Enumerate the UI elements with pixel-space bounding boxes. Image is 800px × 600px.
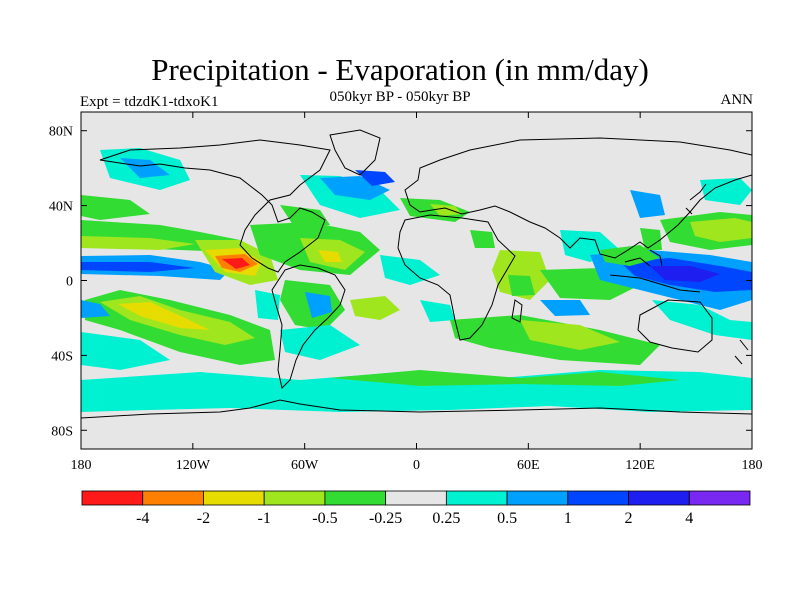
colorbar-swatch (263, 490, 326, 506)
colorbar-swatch (506, 490, 569, 506)
colorbar-swatch (567, 490, 629, 506)
contour-region (81, 236, 195, 250)
lon-tick-label: 180 (71, 458, 92, 473)
contour-region (492, 250, 550, 300)
contour-region (81, 332, 170, 370)
contour-region (120, 158, 170, 178)
contour-region (430, 204, 462, 216)
lon-tick-label: 180 (742, 458, 763, 473)
longitude-axis: 180 120W 60W 0 60E 120E 180 (71, 112, 763, 473)
coastline-madagascar (511, 299, 523, 323)
colorbar-swatch (445, 490, 508, 506)
plot-subtitle: 050kyr BP - 050kyr BP (329, 89, 471, 105)
contour-region (380, 255, 440, 285)
coastline-new-zealand (734, 339, 749, 365)
colorbar-label: -4 (136, 510, 149, 527)
contour-region (350, 296, 400, 320)
contour-region (652, 300, 752, 340)
colorbar-swatch (203, 490, 265, 506)
season-label: ANN (720, 92, 754, 108)
lat-tick-label: 80S (51, 424, 73, 439)
lon-tick-label: 60E (517, 458, 540, 473)
coastline-africa (397, 214, 516, 341)
lon-tick-label: 120W (176, 458, 211, 473)
contour-region (700, 178, 752, 205)
coastlines (81, 129, 752, 419)
contour-region (305, 292, 332, 318)
coastline-japan (685, 183, 707, 215)
contour-region (650, 266, 720, 282)
colorbar-label: 0.25 (432, 510, 460, 527)
contour-region (81, 262, 195, 272)
colorbar-label: -1 (258, 510, 271, 527)
latitude-axis: 80N 40N 0 40S 80S (49, 125, 752, 439)
contour-fill-layer (81, 148, 752, 412)
coastline-greenland (329, 129, 381, 176)
colorbar-swatch (324, 490, 387, 506)
contour-region (222, 258, 250, 269)
contour-region (280, 205, 330, 228)
contour-region (118, 302, 210, 330)
colorbar-label: 2 (625, 510, 633, 527)
coastline-south-america (271, 264, 346, 389)
contour-region (640, 228, 662, 250)
colorbar-swatch (385, 490, 447, 506)
contour-region (81, 300, 110, 318)
lat-tick-label: 40N (49, 200, 73, 215)
map-panel: 80N 40N 0 40S 80S 180 120W 60W 0 60E 120E 180 (49, 111, 763, 473)
contour-region (355, 170, 395, 186)
colorbar-label: -0.5 (312, 510, 337, 527)
contour-region (520, 320, 620, 350)
lat-tick-label: 0 (66, 275, 73, 290)
colorbar-label: 4 (685, 510, 693, 527)
contour-region (470, 230, 495, 248)
lon-tick-label: 0 (413, 458, 420, 473)
colorbar-label: 0.5 (497, 510, 517, 527)
contour-region (600, 245, 660, 266)
contour-region (420, 300, 455, 322)
coastline-north-america (99, 139, 331, 273)
plot-title: Precipitation - Evaporation (in mm/day) (151, 52, 649, 87)
contour-region (508, 275, 535, 296)
lon-tick-label: 60W (291, 458, 319, 473)
lat-tick-label: 80N (49, 125, 73, 140)
lat-tick-label: 40S (51, 349, 73, 364)
contour-region (690, 218, 752, 242)
coastline-europe-asia (404, 137, 752, 259)
coastline-indonesia (609, 249, 701, 293)
colorbar-swatch (628, 490, 690, 506)
colorbar-label: -2 (197, 510, 210, 527)
colorbar-label: -0.25 (369, 510, 402, 527)
contour-region (540, 300, 590, 316)
contour-region (630, 190, 665, 218)
colorbar-swatch (81, 490, 144, 506)
lon-tick-label: 120E (625, 458, 655, 473)
contour-region (318, 250, 342, 262)
coastline-australia (637, 299, 713, 353)
coastline-antarctica (81, 399, 752, 419)
contour-region (330, 370, 680, 386)
colorbar-swatch (142, 490, 204, 506)
colorbar-swatch (688, 490, 751, 506)
colorbar: -4 -2 -1 -0.5 -0.25 0.25 0.5 1 2 4 (81, 490, 751, 527)
contour-region (81, 195, 150, 220)
experiment-label: Expt = tdzdK1-tdxoK1 (80, 94, 219, 110)
colorbar-label: 1 (564, 510, 572, 527)
